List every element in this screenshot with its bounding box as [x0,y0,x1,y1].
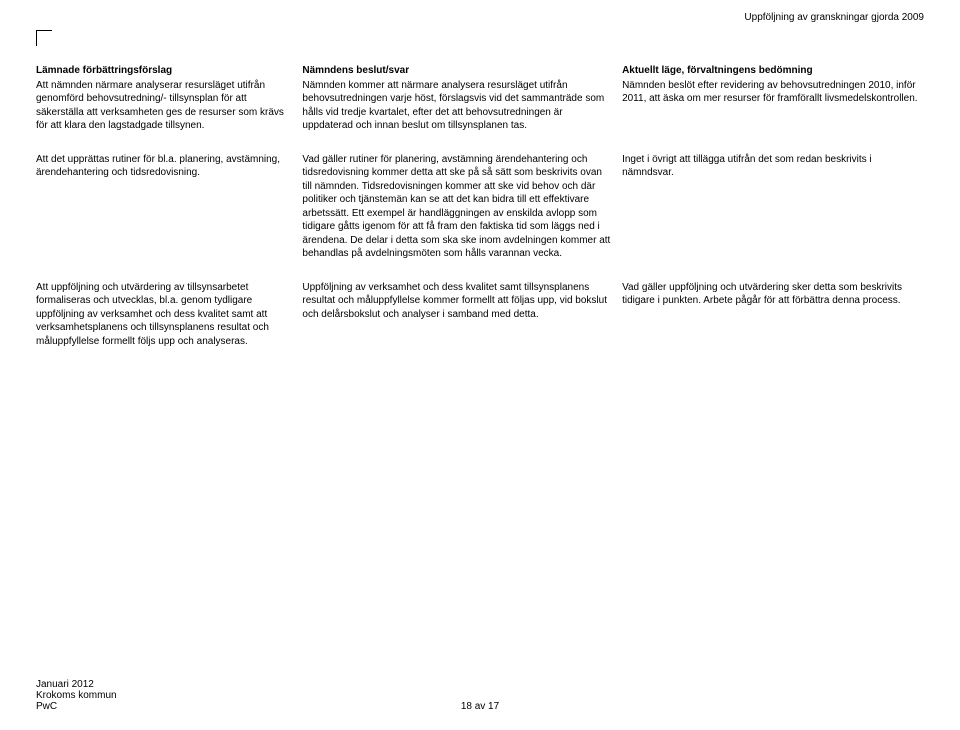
col2-heading: Nämndens beslut/svar [302,64,612,78]
col1-heading: Lämnade förbättringsförslag [36,64,292,78]
col2-body: Uppföljning av verksamhet och dess kvali… [302,282,607,320]
col1-body: Att uppföljning och utvärdering av tills… [36,282,269,347]
col2-body: Nämnden kommer att närmare analysera res… [302,80,604,132]
col3-heading: Aktuellt läge, förvaltningens bedömning [622,64,924,78]
col3-body: Inget i övrigt att tillägga utifrån det … [622,154,872,179]
footer-date: Januari 2012 [36,679,924,690]
corner-mark [36,30,52,46]
page-footer: Januari 2012 Krokoms kommun PwC 18 av 17 [36,679,924,712]
footer-municipality: Krokoms kommun [36,690,924,701]
page-root: Uppföljning av granskningar gjorda 2009 … [0,0,960,730]
footer-page-number: 18 av 17 [461,701,499,712]
col3-body: Nämnden beslöt efter revidering av behov… [622,80,917,105]
col1-body: Att nämnden närmare analyserar resursläg… [36,80,284,132]
running-header: Uppföljning av granskningar gjorda 2009 [744,12,924,23]
table-row: Att det upprättas rutiner för bl.a. plan… [36,147,924,275]
content-table: Lämnade förbättringsförslag Att nämnden … [36,58,924,362]
table-row: Lämnade förbättringsförslag Att nämnden … [36,58,924,147]
table-row: Att uppföljning och utvärdering av tills… [36,275,924,363]
col2-body: Vad gäller rutiner för planering, avstäm… [302,154,610,260]
col3-body: Vad gäller uppföljning och utvärdering s… [622,282,902,307]
col1-body: Att det upprättas rutiner för bl.a. plan… [36,154,280,179]
